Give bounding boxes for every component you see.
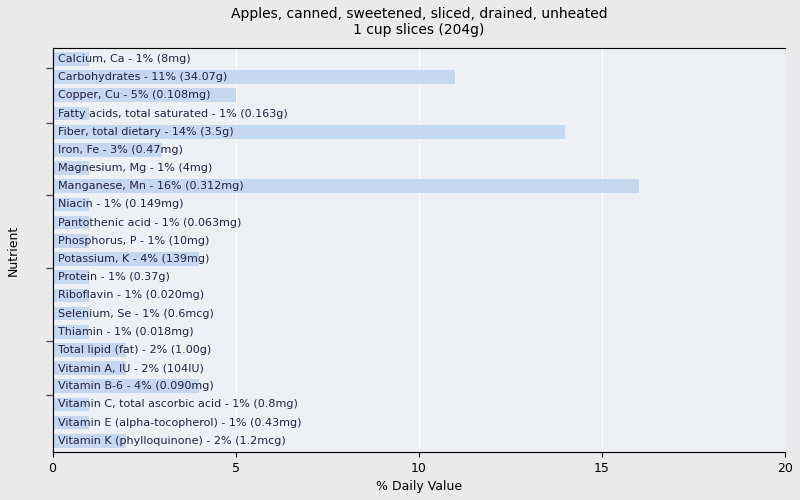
Bar xyxy=(53,106,90,120)
Bar xyxy=(53,88,236,102)
Bar xyxy=(53,288,90,302)
Bar xyxy=(53,180,638,193)
Text: Fiber, total dietary - 14% (3.5g): Fiber, total dietary - 14% (3.5g) xyxy=(58,126,234,136)
Bar xyxy=(53,398,90,411)
Text: Carbohydrates - 11% (34.07g): Carbohydrates - 11% (34.07g) xyxy=(58,72,227,82)
Bar xyxy=(53,198,90,211)
Text: Magnesium, Mg - 1% (4mg): Magnesium, Mg - 1% (4mg) xyxy=(58,163,212,173)
Text: Phosphorus, P - 1% (10mg): Phosphorus, P - 1% (10mg) xyxy=(58,236,210,246)
Text: Pantothenic acid - 1% (0.063mg): Pantothenic acid - 1% (0.063mg) xyxy=(58,218,242,228)
Bar xyxy=(53,125,566,138)
Text: Vitamin A, IU - 2% (104IU): Vitamin A, IU - 2% (104IU) xyxy=(58,363,204,373)
Text: Selenium, Se - 1% (0.6mcg): Selenium, Se - 1% (0.6mcg) xyxy=(58,308,214,318)
Bar xyxy=(53,380,199,393)
Text: Vitamin C, total ascorbic acid - 1% (0.8mg): Vitamin C, total ascorbic acid - 1% (0.8… xyxy=(58,400,298,409)
Text: Manganese, Mn - 16% (0.312mg): Manganese, Mn - 16% (0.312mg) xyxy=(58,182,244,192)
Text: Vitamin K (phylloquinone) - 2% (1.2mcg): Vitamin K (phylloquinone) - 2% (1.2mcg) xyxy=(58,436,286,446)
Text: Fatty acids, total saturated - 1% (0.163g): Fatty acids, total saturated - 1% (0.163… xyxy=(58,108,288,118)
Text: Copper, Cu - 5% (0.108mg): Copper, Cu - 5% (0.108mg) xyxy=(58,90,210,101)
Text: Potassium, K - 4% (139mg): Potassium, K - 4% (139mg) xyxy=(58,254,210,264)
Bar xyxy=(53,216,90,230)
Text: Total lipid (fat) - 2% (1.00g): Total lipid (fat) - 2% (1.00g) xyxy=(58,345,211,355)
Text: Iron, Fe - 3% (0.47mg): Iron, Fe - 3% (0.47mg) xyxy=(58,145,183,155)
Bar xyxy=(53,343,126,357)
Bar xyxy=(53,161,90,175)
Bar xyxy=(53,143,162,156)
Bar xyxy=(53,270,90,284)
Text: Protein - 1% (0.37g): Protein - 1% (0.37g) xyxy=(58,272,170,282)
Title: Apples, canned, sweetened, sliced, drained, unheated
1 cup slices (204g): Apples, canned, sweetened, sliced, drain… xyxy=(230,7,607,37)
Bar xyxy=(53,52,90,66)
Text: Vitamin B-6 - 4% (0.090mg): Vitamin B-6 - 4% (0.090mg) xyxy=(58,382,214,392)
Bar xyxy=(53,70,455,84)
Y-axis label: Nutrient: Nutrient xyxy=(7,224,20,276)
Bar xyxy=(53,306,90,320)
Bar xyxy=(53,362,126,375)
Text: Niacin - 1% (0.149mg): Niacin - 1% (0.149mg) xyxy=(58,200,183,209)
Bar xyxy=(53,234,90,247)
Bar xyxy=(53,252,199,266)
Bar xyxy=(53,416,90,430)
Text: Thiamin - 1% (0.018mg): Thiamin - 1% (0.018mg) xyxy=(58,326,194,336)
Text: Riboflavin - 1% (0.020mg): Riboflavin - 1% (0.020mg) xyxy=(58,290,204,300)
Text: Vitamin E (alpha-tocopherol) - 1% (0.43mg): Vitamin E (alpha-tocopherol) - 1% (0.43m… xyxy=(58,418,302,428)
X-axis label: % Daily Value: % Daily Value xyxy=(376,480,462,493)
Bar xyxy=(53,434,126,448)
Bar xyxy=(53,325,90,338)
Text: Calcium, Ca - 1% (8mg): Calcium, Ca - 1% (8mg) xyxy=(58,54,190,64)
